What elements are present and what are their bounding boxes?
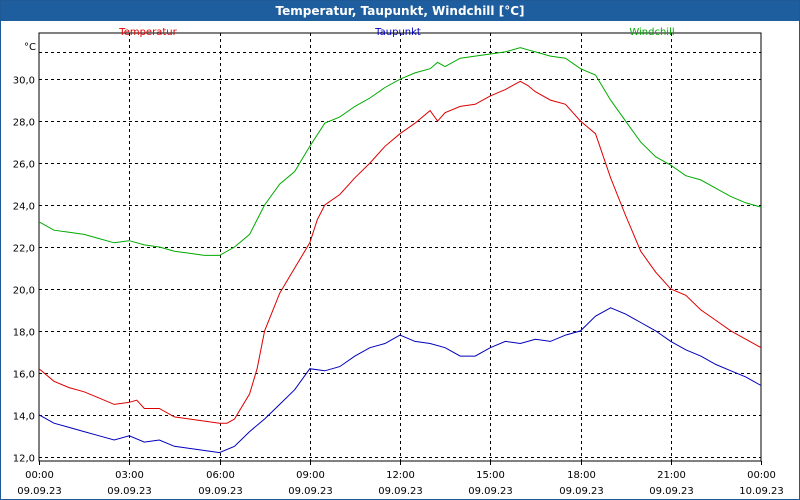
x-tick-time: 15:00 bbox=[476, 470, 505, 481]
x-tick-date: 09.09.23 bbox=[559, 486, 604, 497]
series-group bbox=[38, 47, 762, 454]
series-line-taupunkt bbox=[38, 307, 762, 454]
y-tick-label: 30,0 bbox=[13, 76, 35, 87]
legend-entry-windchill: Windchill bbox=[629, 27, 674, 38]
x-tick-date: 09.09.23 bbox=[649, 486, 694, 497]
x-tick-date: 09.09.23 bbox=[288, 486, 333, 497]
x-tick-time: 00:00 bbox=[25, 470, 54, 481]
x-tick-date: 09.09.23 bbox=[198, 486, 243, 497]
x-tick-date: 09.09.23 bbox=[468, 486, 513, 497]
y-tick-label: 14,0 bbox=[13, 412, 35, 423]
x-tick-time: 03:00 bbox=[115, 470, 144, 481]
x-tick-time: 00:00 bbox=[747, 470, 776, 481]
y-tick-label: 20,0 bbox=[13, 286, 35, 297]
y-tick-label: 24,0 bbox=[13, 202, 35, 213]
x-tick-date: 09.09.23 bbox=[107, 486, 152, 497]
x-tick-time: 21:00 bbox=[657, 470, 686, 481]
y-tick-label: 26,0 bbox=[13, 160, 35, 171]
x-tick-time: 06:00 bbox=[206, 470, 235, 481]
y-tick-label: 12,0 bbox=[13, 454, 35, 465]
x-tick-date: 09.09.23 bbox=[378, 486, 423, 497]
y-axis: 12,0 14,0 16,0 18,0 20,0 22,0 24,0 26,0 28,0 30,0 bbox=[13, 76, 35, 465]
legend: Temperatur Taupunkt Windchill bbox=[118, 27, 674, 38]
chart-title: Temperatur, Taupunkt, Windchill [°C] bbox=[1, 1, 799, 21]
legend-entry-taupunkt: Taupunkt bbox=[374, 27, 421, 38]
y-tick-label: 18,0 bbox=[13, 328, 35, 339]
x-tick-time: 18:00 bbox=[567, 470, 596, 481]
y-tick-label: 28,0 bbox=[13, 118, 35, 129]
x-tick-time: 09:00 bbox=[296, 470, 325, 481]
grid bbox=[39, 33, 761, 461]
x-tick-date: 10.09.23 bbox=[739, 486, 784, 497]
x-tick-date: 09.09.23 bbox=[17, 486, 62, 497]
x-axis: 00:00 09.09.23 03:00 09.09.23 06:00 09.09.23 0… bbox=[17, 461, 784, 497]
y-tick-label: 22,0 bbox=[13, 244, 35, 255]
legend-entry-temperatur: Temperatur bbox=[118, 27, 177, 38]
series-line-windchill bbox=[38, 47, 762, 256]
series-line-temperatur bbox=[38, 80, 762, 424]
x-tick-time: 12:00 bbox=[386, 470, 415, 481]
y-tick-label: 16,0 bbox=[13, 370, 35, 381]
y-axis-label: °C bbox=[24, 42, 36, 53]
